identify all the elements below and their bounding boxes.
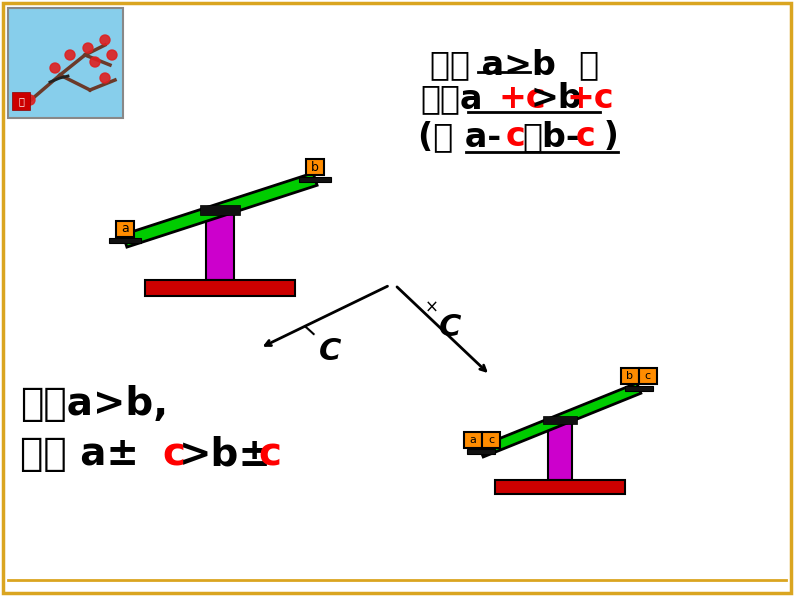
FancyBboxPatch shape bbox=[306, 159, 324, 175]
Circle shape bbox=[50, 63, 60, 73]
Circle shape bbox=[100, 35, 110, 45]
Text: a: a bbox=[470, 435, 476, 445]
Text: C: C bbox=[319, 337, 341, 367]
Text: c: c bbox=[576, 120, 596, 153]
Text: c: c bbox=[506, 120, 526, 153]
Text: 如果a>b,: 如果a>b, bbox=[20, 385, 168, 423]
Text: (或 a-: (或 a- bbox=[418, 120, 501, 153]
Bar bbox=[206, 210, 234, 280]
Text: ＞b-: ＞b- bbox=[522, 120, 580, 153]
Text: c: c bbox=[162, 435, 185, 473]
Text: 福: 福 bbox=[18, 96, 24, 106]
Text: −: − bbox=[295, 319, 321, 344]
Text: C: C bbox=[439, 313, 461, 343]
Polygon shape bbox=[479, 383, 641, 457]
FancyBboxPatch shape bbox=[639, 368, 657, 384]
Circle shape bbox=[90, 57, 100, 67]
FancyBboxPatch shape bbox=[464, 432, 482, 448]
Text: ×: × bbox=[425, 299, 439, 317]
Bar bbox=[8, 8, 123, 118]
Circle shape bbox=[25, 95, 35, 105]
Circle shape bbox=[83, 43, 93, 53]
Circle shape bbox=[65, 50, 75, 60]
Text: b: b bbox=[626, 371, 634, 381]
Text: c: c bbox=[258, 435, 281, 473]
FancyBboxPatch shape bbox=[116, 221, 134, 237]
Bar bbox=[299, 176, 331, 182]
Text: >b±: >b± bbox=[179, 435, 272, 473]
Text: 那么a: 那么a bbox=[420, 82, 483, 115]
Bar bbox=[109, 238, 141, 243]
Text: a: a bbox=[121, 222, 129, 235]
Text: 如果 a>b  ，: 如果 a>b ， bbox=[430, 48, 599, 81]
Bar bbox=[467, 449, 495, 454]
Text: c: c bbox=[488, 435, 494, 445]
Bar bbox=[625, 386, 653, 390]
Bar bbox=[145, 280, 295, 296]
Bar bbox=[12, 92, 30, 110]
FancyBboxPatch shape bbox=[482, 432, 500, 448]
FancyBboxPatch shape bbox=[621, 368, 639, 384]
Text: 那么 a±: 那么 a± bbox=[20, 435, 139, 473]
Text: +c: +c bbox=[498, 82, 545, 115]
Bar bbox=[548, 420, 572, 480]
Text: c: c bbox=[645, 371, 651, 381]
Text: >b: >b bbox=[530, 82, 582, 115]
Text: +c: +c bbox=[567, 82, 615, 115]
Bar bbox=[543, 416, 576, 424]
Text: ): ) bbox=[592, 120, 619, 153]
Circle shape bbox=[107, 50, 117, 60]
Bar bbox=[495, 480, 625, 494]
Text: b: b bbox=[311, 160, 319, 173]
Polygon shape bbox=[123, 173, 317, 247]
Bar bbox=[200, 206, 240, 215]
Circle shape bbox=[100, 73, 110, 83]
